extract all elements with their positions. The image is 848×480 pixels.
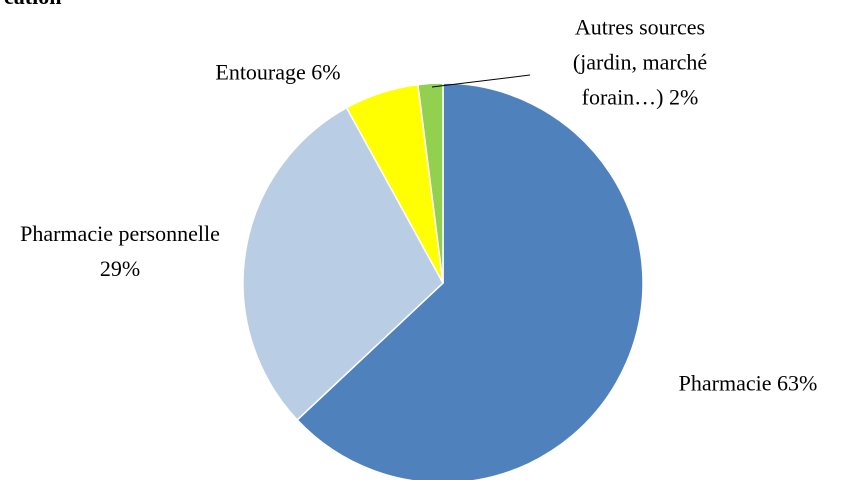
slice-label: Entourage 6%: [168, 55, 388, 90]
leader-line: [431, 74, 531, 88]
pie-slice: [417, 82, 444, 284]
pie-slice: [296, 82, 644, 480]
slice-label: Pharmacie 63%: [618, 366, 848, 401]
value-label: 63%: [777, 370, 818, 396]
category-label: Autres sources (jardin, marché forain…): [572, 14, 708, 110]
value-label: 29%: [99, 256, 141, 281]
category-label: Entourage: [215, 59, 306, 85]
pie-slice: [242, 106, 444, 421]
slice-label: Autres sources (jardin, marché forain…) …: [545, 10, 735, 115]
value-label: 6%: [311, 59, 341, 85]
chart-title: cation: [4, 0, 61, 10]
value-label: 2%: [669, 84, 699, 110]
category-label: Pharmacie: [678, 370, 772, 396]
slice-label: Pharmacie personnelle 29%: [20, 216, 220, 286]
category-label: Pharmacie personnelle: [20, 221, 220, 246]
